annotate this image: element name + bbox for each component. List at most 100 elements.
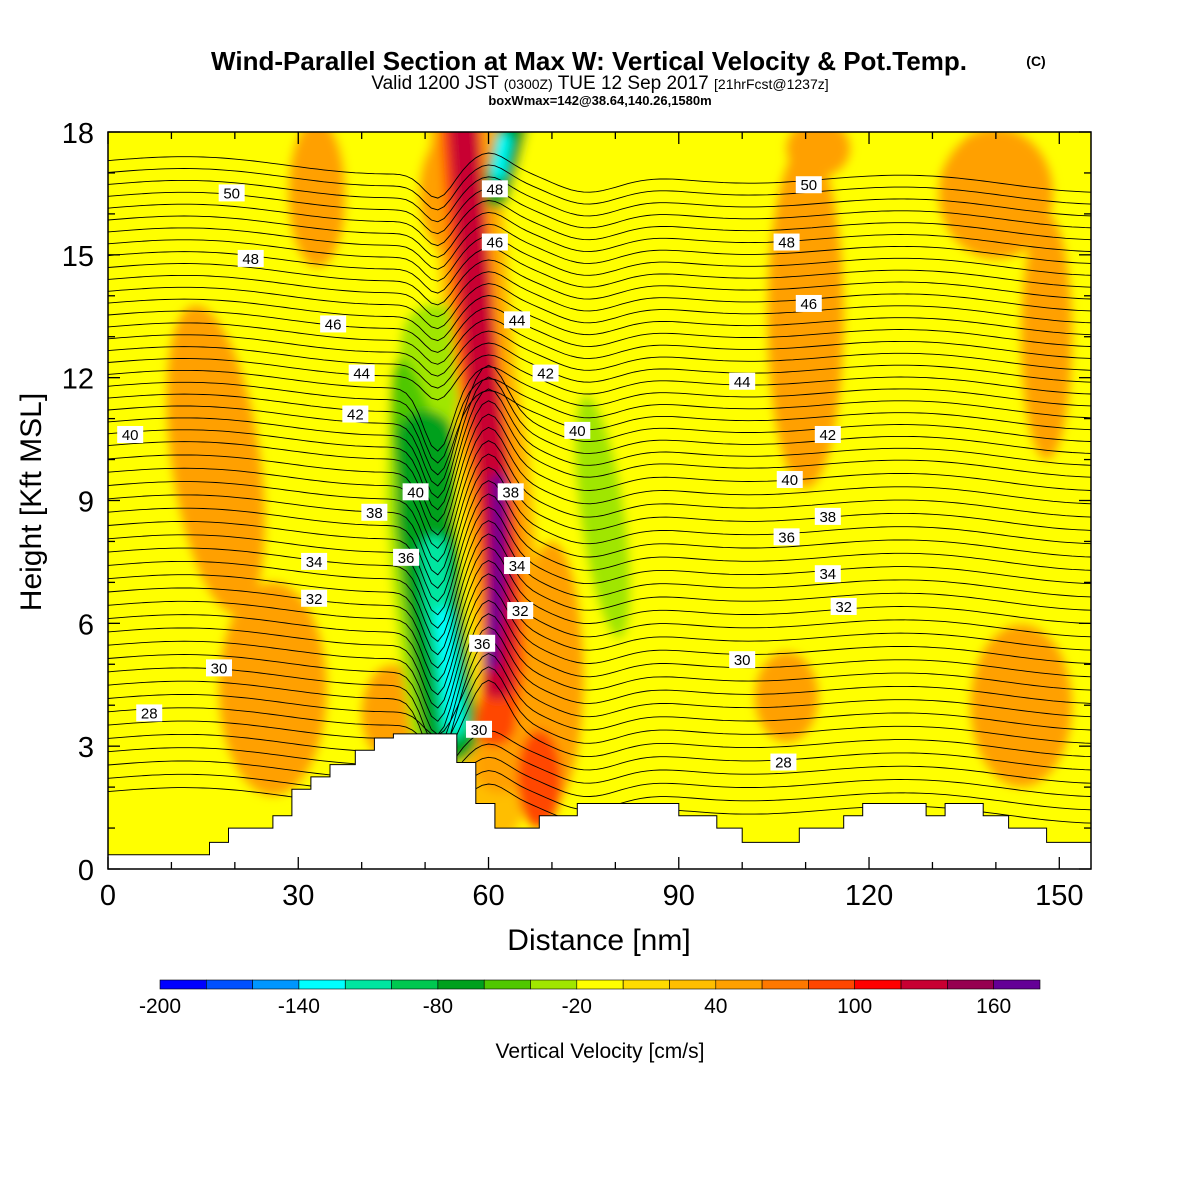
- theta-contour: [108, 506, 1091, 629]
- theta-labels: 50 48 46 44 42 40 40 38 36 34 32 30 28 48 46 44 42 40 38 34…: [117, 176, 857, 772]
- theta-contour: [108, 200, 1091, 247]
- theta-label-box: [466, 720, 493, 738]
- theta-label: 40: [117, 425, 144, 444]
- theta-label-text: 42: [347, 407, 364, 424]
- x-tick-label: 90: [663, 880, 695, 912]
- colorbar-swatch: [530, 979, 578, 990]
- theta-label: 44: [504, 311, 531, 329]
- theta-label-text: 44: [353, 366, 370, 383]
- theta-label-text: 30: [471, 722, 488, 739]
- colorbar-swatch: [159, 979, 207, 990]
- theta-label-text: 32: [306, 591, 323, 608]
- colorbar-swatch: [298, 979, 346, 990]
- theta-contour: [108, 426, 1091, 549]
- theta-label-box: [117, 425, 144, 443]
- theta-label-box: [136, 704, 163, 722]
- theta-label-box: [301, 552, 328, 570]
- theta-contour: [108, 666, 1091, 749]
- theta-label-text: 38: [819, 509, 836, 526]
- theta-label-text: 30: [211, 660, 228, 677]
- theta-label-text: 28: [775, 755, 792, 772]
- theta-label-box: [814, 507, 841, 525]
- theta-label: 46: [795, 294, 822, 313]
- theta-label-box: [814, 565, 841, 583]
- theta-contour: [108, 679, 1091, 763]
- theta-label: 44: [729, 372, 756, 391]
- subtitle-utc: (0300Z): [504, 76, 553, 92]
- theta-label-box: [301, 589, 328, 607]
- theta-label-box: [795, 176, 822, 194]
- colorbar-swatch: [808, 979, 856, 990]
- x-tick-label: 120: [845, 880, 893, 912]
- theta-contour: [108, 342, 1091, 389]
- theta-contour: [108, 440, 1091, 563]
- theta-label-box: [814, 425, 841, 443]
- theta-label-text: 50: [800, 177, 817, 194]
- theta-label: 34: [301, 552, 328, 571]
- colorbar-swatch: [344, 979, 392, 990]
- theta-label-text: 42: [537, 366, 554, 383]
- theta-label-box: [504, 557, 531, 575]
- theta-contour: [108, 559, 1091, 683]
- x-axis-label: Distance [nm]: [507, 924, 690, 957]
- theta-label-text: 42: [819, 427, 836, 444]
- theta-label-text: 46: [800, 296, 817, 313]
- w-cell: [767, 144, 844, 489]
- colorbar-swatch: [437, 979, 485, 990]
- theta-contour: [108, 453, 1091, 576]
- theta-label: 48: [237, 249, 264, 268]
- theta-label-text: 40: [122, 427, 139, 444]
- theta-label-text: 50: [223, 185, 240, 202]
- theta-contour: [108, 730, 1091, 777]
- theta-label: 48: [773, 233, 800, 252]
- y-tick-label: 3: [78, 732, 94, 764]
- theta-label: 50: [218, 184, 245, 202]
- theta-label-box: [361, 503, 388, 521]
- colorbar-tick-label: 100: [837, 995, 872, 1018]
- theta-label-box: [497, 483, 524, 501]
- theta-label: 40: [564, 421, 591, 440]
- theta-label-box: [393, 548, 420, 566]
- theta-contour: [108, 546, 1091, 669]
- terrain-mask: [108, 733, 1091, 869]
- theta-label-text: 28: [141, 705, 158, 722]
- theta-label: 44: [348, 364, 375, 383]
- theta-label: 50: [795, 176, 822, 194]
- colorbar-swatch: [206, 979, 253, 990]
- theta-label-text: 38: [502, 484, 519, 501]
- theta-label-box: [218, 184, 245, 202]
- x-tick-label: 30: [282, 880, 314, 912]
- w-cell: [938, 132, 1053, 259]
- colorbar: -200 -140 -80 -20 40 100 160: [139, 979, 1041, 1018]
- theta-contour: [108, 330, 1091, 377]
- theta-contour: [108, 756, 1091, 803]
- theta-contour: [108, 271, 1091, 318]
- theta-contour: [108, 626, 1091, 749]
- theta-label: 42: [342, 405, 369, 424]
- theta-label-text: 32: [835, 599, 852, 616]
- theta-label: 38: [497, 483, 524, 501]
- colorbar-swatch: [715, 979, 763, 990]
- colorbar-swatch: [252, 979, 300, 990]
- theta-contour: [108, 188, 1091, 235]
- theta-label: 42: [532, 364, 559, 383]
- theta-contour: [108, 152, 1091, 199]
- theta-label: 38: [814, 507, 841, 526]
- theta-label: 32: [507, 602, 534, 620]
- w-cell: [970, 623, 1072, 788]
- theta-label-text: 36: [398, 550, 415, 567]
- w-cell: [218, 582, 327, 796]
- theta-label: 36: [469, 634, 496, 653]
- theta-label-box: [729, 372, 756, 390]
- colorbar-swatch: [483, 979, 531, 990]
- theta-label-text: 40: [407, 484, 424, 501]
- theta-label: 36: [393, 548, 420, 567]
- theta-label-box: [320, 315, 347, 333]
- theta-label-box: [507, 602, 534, 620]
- theta-contour: [108, 613, 1091, 736]
- theta-label: 32: [301, 589, 328, 608]
- w-cell: [517, 729, 562, 829]
- theta-label-box: [776, 471, 803, 489]
- x-tick-label: 0: [100, 880, 116, 912]
